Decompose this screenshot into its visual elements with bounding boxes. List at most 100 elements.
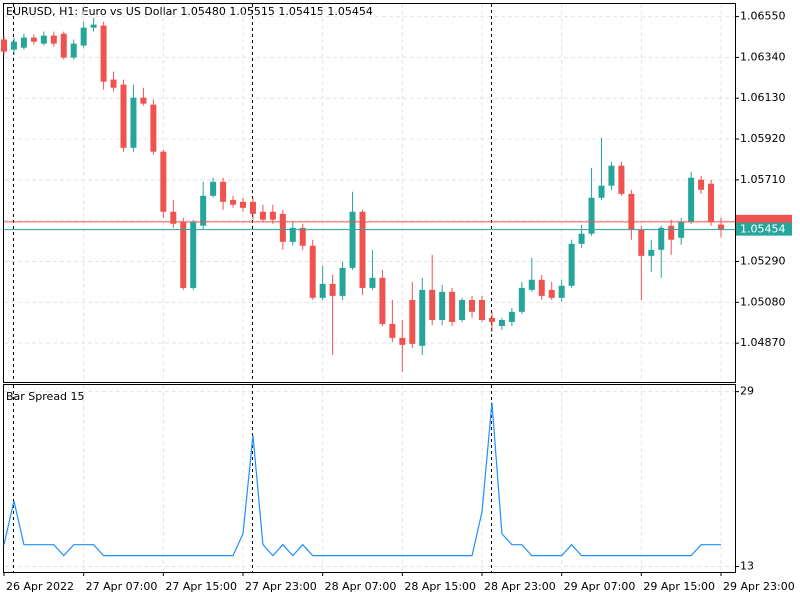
indicator-title: Bar Spread 15 [6, 390, 85, 403]
candle-body [120, 84, 127, 148]
candle-body [170, 211, 177, 224]
candle-body [240, 201, 246, 208]
y-tick-label: 1.06340 [740, 50, 786, 63]
bid-label: 1.05454 [740, 223, 786, 236]
candle-body [369, 277, 376, 288]
candle-body [538, 279, 545, 296]
candle-body [319, 283, 326, 298]
candle-body [309, 245, 316, 298]
indicator-pane [3, 384, 736, 573]
x-tick-label: 29 Apr 07:00 [564, 580, 636, 593]
candle-body [528, 279, 535, 290]
x-tick-label: 27 Apr 23:00 [245, 580, 317, 593]
candle-body [439, 291, 446, 320]
candle-body [488, 317, 495, 322]
candle-body [289, 227, 296, 242]
x-tick-label: 29 Apr 15:00 [643, 580, 715, 593]
candle-body [429, 289, 436, 320]
candle-body [718, 224, 724, 230]
candle-body [100, 25, 107, 82]
main-pane [3, 3, 736, 383]
candle-body [479, 299, 485, 320]
candle-body [30, 37, 37, 42]
candle-body [449, 291, 456, 322]
spread-line [3, 402, 721, 557]
y-tick-label: 1.06130 [740, 91, 786, 104]
candle-body [618, 165, 625, 194]
candle-body [578, 233, 585, 244]
candle-body [220, 181, 227, 202]
candle-body [688, 177, 695, 222]
candle-body [230, 199, 237, 205]
candle-body [498, 319, 505, 327]
candle-body [349, 211, 356, 268]
y-tick-label: 1.05080 [740, 295, 786, 308]
candle-body [548, 289, 555, 298]
candle-body [508, 311, 515, 322]
candle-body [469, 299, 476, 312]
candle-body [249, 201, 256, 214]
bid-label-box [736, 222, 792, 236]
candle-body [90, 24, 97, 28]
candle-body [20, 37, 27, 48]
candle-body [70, 43, 77, 58]
candle-body [190, 221, 197, 288]
candle-body [150, 104, 157, 152]
y-tick-label: 1.04870 [740, 336, 786, 349]
candle-body [1, 39, 7, 52]
candle-body [658, 227, 665, 250]
candle-body [200, 195, 207, 226]
candle-body [60, 33, 67, 58]
candle-body [608, 165, 615, 186]
y-tick-label: 1.06550 [740, 10, 786, 23]
candle-body [259, 211, 266, 220]
candle-body [558, 285, 565, 298]
candle-body [668, 225, 675, 240]
x-tick-label: 28 Apr 23:00 [484, 580, 556, 593]
candle-body [299, 227, 306, 246]
candle-body [329, 283, 336, 296]
x-tick-label: 28 Apr 15:00 [404, 580, 476, 593]
candle-body [459, 299, 466, 320]
candle-body [409, 299, 416, 344]
candle-body [568, 243, 575, 286]
candle-body [140, 97, 147, 104]
y-tick-label: 13 [740, 560, 754, 573]
candle-body [40, 35, 47, 44]
candle-body [279, 213, 286, 242]
candle-body [419, 289, 426, 346]
y-tick-label: 29 [740, 385, 754, 398]
candle-body [708, 183, 715, 222]
candle-body [648, 249, 655, 256]
x-tick-label: 27 Apr 15:00 [165, 580, 237, 593]
candle-body [379, 277, 386, 324]
y-tick-label: 1.05290 [740, 254, 786, 267]
x-tick-label: 28 Apr 07:00 [325, 580, 397, 593]
candle-body [518, 287, 525, 312]
candle-body [180, 221, 187, 288]
candle-body [130, 97, 137, 148]
candle-body [10, 41, 17, 50]
x-tick-label: 26 Apr 2022 [6, 580, 74, 593]
candle-body [80, 27, 87, 46]
candle-body [339, 267, 346, 296]
x-tick-label: 27 Apr 07:00 [86, 580, 158, 593]
candle-body [359, 211, 366, 288]
candle-body [110, 79, 117, 88]
candle-body [399, 337, 406, 345]
candle-body [210, 181, 217, 196]
candle-body [628, 193, 635, 230]
y-tick-label: 1.05920 [740, 132, 786, 145]
candle-body [598, 185, 605, 198]
candle-body [588, 197, 595, 234]
x-tick-label: 29 Apr 23:00 [723, 580, 795, 593]
candle-body [698, 179, 705, 190]
candle-body [389, 323, 396, 338]
candle-body [50, 35, 57, 44]
y-tick-label: 1.05710 [740, 173, 786, 186]
candle-body [269, 211, 276, 220]
candle-body [160, 151, 167, 212]
candle-body [638, 229, 645, 256]
chart-title: EURUSD, H1: Euro vs US Dollar 1.05480 1.… [6, 5, 373, 18]
